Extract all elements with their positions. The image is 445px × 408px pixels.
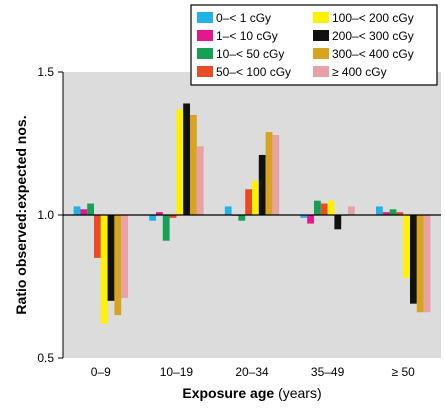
legend-label: 300–< 400 cGy — [332, 47, 414, 61]
bars-layer — [73, 103, 431, 324]
bar — [94, 215, 101, 258]
bar — [307, 215, 314, 224]
legend-label: 100–< 200 cGy — [332, 11, 414, 25]
bar — [410, 215, 417, 304]
bar — [73, 206, 81, 215]
legend-label: 200–< 300 cGy — [332, 29, 414, 43]
legend-swatch — [313, 30, 329, 41]
bar — [258, 154, 266, 215]
bar — [162, 215, 170, 241]
bar — [245, 189, 252, 215]
legend-swatch — [197, 66, 213, 77]
legend-label: 10–< 50 cGy — [216, 47, 284, 61]
bar — [121, 215, 128, 298]
x-tick-label: ≥ 50 — [392, 365, 416, 379]
bar — [348, 206, 355, 215]
x-axis-title-unit: (years) — [274, 385, 321, 401]
bar — [416, 215, 424, 313]
x-axis-title-main: Exposure age — [182, 385, 274, 401]
bar — [80, 209, 88, 215]
bar — [382, 212, 390, 215]
legend-swatch — [197, 12, 213, 23]
x-tick-label: 10–19 — [160, 365, 194, 379]
bar — [107, 215, 115, 301]
legend-swatch — [197, 30, 213, 41]
y-axis-title: Ratio observed:expected nos. — [13, 115, 29, 314]
bar — [169, 215, 177, 218]
x-ticks: 0–9 10–19 20–34 35–49 ≥ 50 — [91, 365, 415, 379]
bar — [314, 200, 321, 215]
bar — [265, 132, 273, 215]
legend-swatch — [313, 12, 329, 23]
bar — [183, 103, 190, 215]
bar — [190, 114, 197, 215]
bar — [376, 206, 383, 215]
legend-swatch — [313, 66, 329, 77]
bar — [423, 215, 431, 313]
legend-label: 50–< 100 cGy — [216, 65, 291, 79]
bar — [196, 146, 204, 215]
bar — [224, 206, 232, 215]
bar — [252, 180, 259, 215]
y-tick-label: 1.5 — [37, 65, 54, 79]
legend-label: 0–< 1 cGy — [216, 11, 271, 25]
bar — [327, 200, 335, 215]
bar — [300, 215, 308, 218]
x-tick-label: 20–34 — [235, 365, 269, 379]
legend-items: 0–< 1 cGy 1–< 10 cGy 10–< 50 cGy 50–< 100 c… — [197, 11, 414, 79]
legend-swatch — [313, 48, 329, 59]
legend-swatch — [197, 48, 213, 59]
bar — [156, 212, 163, 215]
bar — [403, 215, 410, 278]
bar — [389, 209, 397, 215]
bar — [334, 215, 342, 230]
y-ticks: 0.5 1.0 1.5 — [37, 65, 63, 365]
legend: 0–< 1 cGy 1–< 10 cGy 10–< 50 cGy 50–< 100 c… — [190, 4, 438, 86]
x-tick-label: 0–9 — [91, 365, 111, 379]
bar — [149, 215, 156, 221]
bar — [176, 109, 184, 215]
legend-label: 1–< 10 cGy — [216, 29, 278, 43]
bar — [87, 203, 94, 215]
legend-label: ≥ 400 cGy — [332, 65, 387, 79]
x-axis-title: Exposure age (years) — [182, 385, 321, 401]
bar — [396, 212, 404, 215]
y-tick-label: 0.5 — [37, 351, 54, 365]
bar — [320, 203, 328, 215]
bar — [272, 134, 280, 215]
y-tick-label: 1.0 — [37, 208, 54, 222]
bar — [100, 215, 108, 324]
bar — [238, 215, 246, 221]
x-tick-label: 35–49 — [311, 365, 345, 379]
bar — [114, 215, 122, 316]
